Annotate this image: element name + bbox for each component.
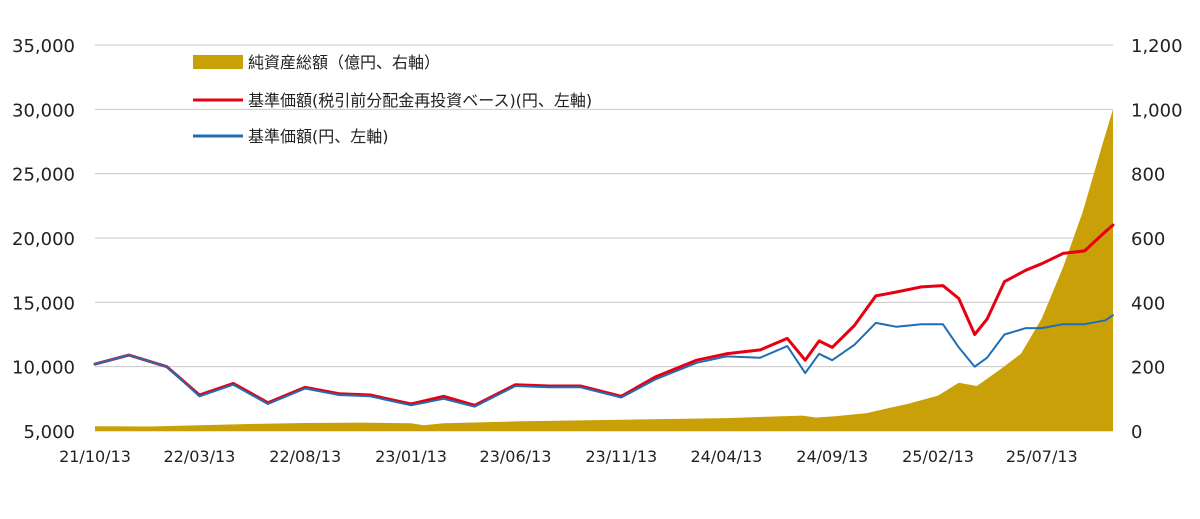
x-axis-tick-label: 24/09/13 <box>796 447 868 466</box>
x-axis-tick-label: 23/01/13 <box>375 447 447 466</box>
x-axis-tick-label: 25/07/13 <box>1006 447 1078 466</box>
x-axis-tick-label: 24/04/13 <box>690 447 762 466</box>
right-axis-ticks: 0 200 400 600 800 1,000 1,200 <box>1131 36 1183 443</box>
right-axis-tick-label: 1,000 <box>1131 100 1183 121</box>
net-assets-area <box>95 109 1113 432</box>
legend-label: 基準価額(税引前分配金再投資ベース)(円、左軸) <box>248 91 592 110</box>
right-axis-tick-label: 1,200 <box>1131 36 1183 57</box>
left-axis-tick-label: 10,000 <box>12 358 75 379</box>
legend: 純資産総額（億円、右軸） 基準価額(税引前分配金再投資ベース)(円、左軸) 基準価額… <box>193 53 592 146</box>
line-series-layer <box>93 223 1115 408</box>
gridlines <box>95 44 1113 432</box>
legend-swatch-area <box>193 55 243 69</box>
x-axis-tick-label: 22/03/13 <box>163 447 235 466</box>
left-axis-ticks: 5,000 10,000 15,000 20,000 25,000 30,000 35,00… <box>12 36 75 443</box>
legend-label: 純資産総額（億円、右軸） <box>248 53 440 72</box>
x-axis-tick-label: 22/08/13 <box>269 447 341 466</box>
x-axis-tick-label: 23/11/13 <box>585 447 657 466</box>
left-axis-tick-label: 15,000 <box>12 293 75 314</box>
nav-line <box>94 314 1114 408</box>
right-axis-tick-label: 600 <box>1131 229 1165 250</box>
right-axis-tick-label: 200 <box>1131 358 1165 379</box>
left-axis-tick-label: 20,000 <box>12 229 75 250</box>
reinvested-nav-line <box>93 223 1115 407</box>
left-axis-tick-label: 35,000 <box>12 36 75 57</box>
x-axis-tick-label: 21/10/13 <box>59 447 131 466</box>
legend-label: 基準価額(円、左軸) <box>248 127 389 146</box>
right-axis-tick-label: 800 <box>1131 165 1165 186</box>
right-axis-tick-label: 0 <box>1131 422 1142 443</box>
x-axis-ticks: 21/10/13 22/03/13 22/08/13 23/01/13 23/06/13… <box>59 447 1078 466</box>
x-axis-tick-label: 25/02/13 <box>902 447 974 466</box>
area-series-layer <box>95 109 1113 432</box>
left-axis-tick-label: 5,000 <box>23 422 75 443</box>
x-axis-tick-label: 23/06/13 <box>480 447 552 466</box>
left-axis-tick-label: 30,000 <box>12 100 75 121</box>
right-axis-tick-label: 400 <box>1131 293 1165 314</box>
left-axis-tick-label: 25,000 <box>12 165 75 186</box>
